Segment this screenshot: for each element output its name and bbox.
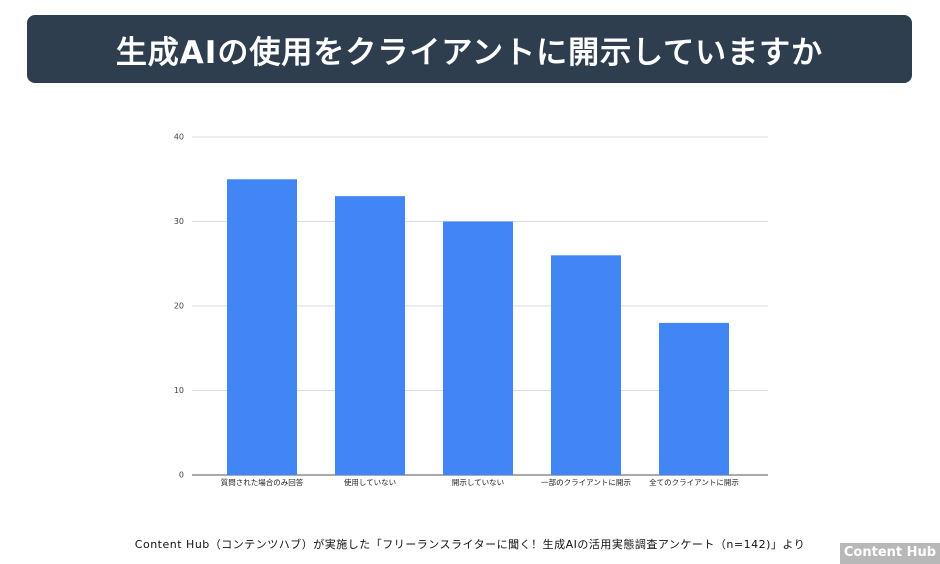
y-tick-label: 30 <box>174 217 184 226</box>
bar <box>659 322 729 475</box>
bar <box>551 255 621 475</box>
bar <box>227 179 297 475</box>
y-tick-label: 10 <box>174 386 184 395</box>
bar <box>443 221 513 475</box>
logo: Content Hub <box>840 543 940 564</box>
x-tick-label: 質問された場合のみ回答 <box>221 477 304 487</box>
x-tick-label: 一部のクライアントに開示 <box>541 477 631 487</box>
y-tick-label: 20 <box>174 302 184 311</box>
x-tick-label: 使用していない <box>344 477 396 487</box>
source-note: Content Hub（コンテンツハブ）が実施した「フリーランスライターに聞く！… <box>134 538 806 551</box>
x-tick-label: 開示していない <box>452 478 504 487</box>
bar <box>335 196 405 475</box>
x-tick-label: 全てのクライアントに開示 <box>649 477 739 487</box>
title-banner: 生成AIの使用をクライアントに開示していますか <box>27 15 912 83</box>
y-tick-label: 0 <box>179 471 184 480</box>
chart-title: 生成AIの使用をクライアントに開示していますか <box>115 34 824 71</box>
y-tick-label: 40 <box>174 133 184 142</box>
